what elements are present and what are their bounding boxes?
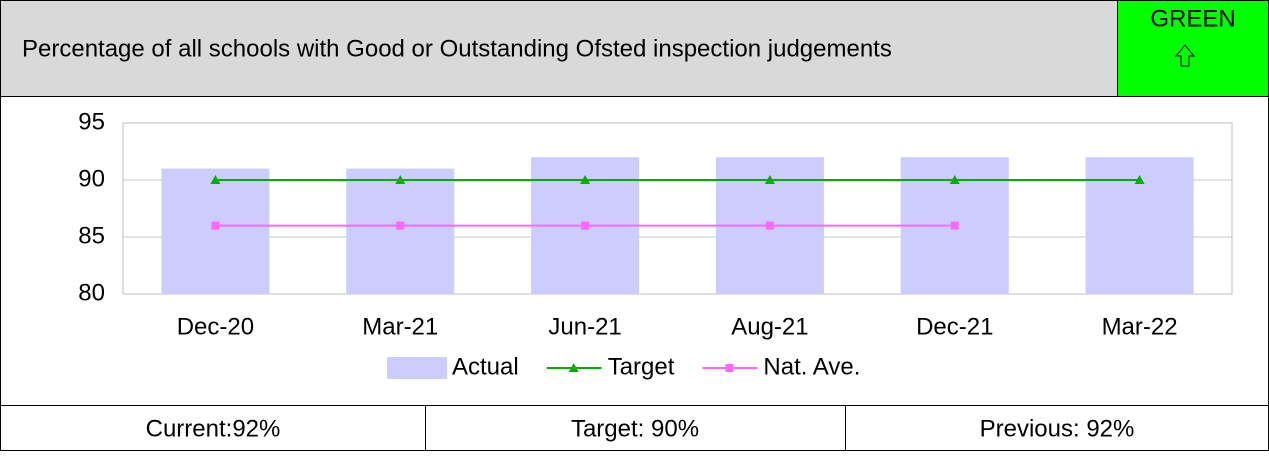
marker: [949, 175, 960, 184]
marker: [1134, 175, 1145, 184]
marker: [211, 221, 220, 230]
y-tick-label: 95: [78, 108, 105, 135]
legend-label: Target: [608, 353, 675, 380]
marker: [950, 221, 959, 230]
y-tick-label: 80: [78, 279, 105, 306]
x-tick-label: Aug-21: [731, 313, 808, 340]
x-tick-label: Mar-21: [362, 313, 438, 340]
legend-swatch: [387, 357, 447, 379]
status-arrow: [1174, 44, 1196, 67]
header-title: Percentage of all schools with Good or O…: [22, 35, 892, 62]
x-tick-label: Mar-22: [1102, 313, 1178, 340]
y-tick-label: 85: [78, 222, 105, 249]
y-tick-label: 90: [78, 165, 105, 192]
x-tick-label: Dec-21: [916, 313, 993, 340]
bar: [346, 168, 455, 294]
marker: [580, 175, 591, 184]
marker: [764, 175, 775, 184]
marker: [210, 175, 221, 184]
footer-current: Current:92%: [146, 415, 281, 442]
marker: [765, 221, 774, 230]
x-tick-label: Jun-21: [548, 313, 621, 340]
legend-marker: [568, 363, 579, 372]
bar: [161, 168, 270, 294]
chart: 80 85 90 95 Dec-20 Mar-21 Jun-21 Aug-21 Dec-21 Ma…: [78, 108, 1233, 380]
legend-label: Actual: [452, 353, 519, 380]
plot-border: [122, 122, 1233, 295]
marker: [395, 175, 406, 184]
legend-marker: [725, 364, 734, 372]
status-cell: [1117, 0, 1269, 97]
header-cell: [0, 0, 1118, 97]
status-label: GREEN: [1150, 5, 1235, 32]
footer-target: Target: 90%: [571, 415, 699, 442]
x-tick-label: Dec-20: [177, 313, 254, 340]
footer-previous: Previous: 92%: [980, 415, 1135, 442]
marker: [581, 221, 590, 230]
legend-label: Nat. Ave.: [763, 353, 860, 380]
marker: [396, 221, 405, 230]
